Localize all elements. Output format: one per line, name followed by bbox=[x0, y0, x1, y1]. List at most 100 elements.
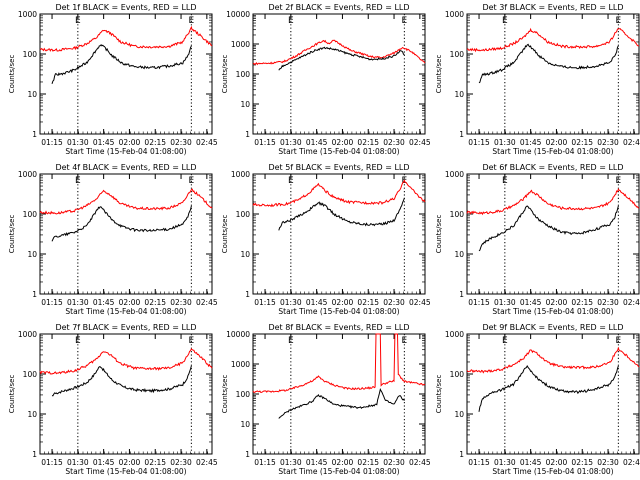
x-tick-label: 01:45 bbox=[520, 138, 542, 147]
x-axis-label: Start Time (15-Feb-04 01:08:00) bbox=[65, 147, 186, 156]
x-tick-label: 01:45 bbox=[306, 298, 328, 307]
events-series-line bbox=[51, 365, 192, 397]
x-tick-label: 01:30 bbox=[494, 298, 516, 307]
x-tick-label: 01:15 bbox=[468, 458, 490, 467]
panel-title: Det 4f BLACK = Events, RED = LLD bbox=[55, 163, 196, 172]
x-tick-label: 02:45 bbox=[409, 458, 431, 467]
lld-series-line bbox=[466, 188, 640, 216]
x-tick-label: 02:15 bbox=[144, 298, 166, 307]
plot-frame bbox=[39, 333, 213, 455]
x-tick-label: 01:15 bbox=[254, 458, 276, 467]
events-series-line bbox=[478, 365, 619, 412]
y-tick-label: 100 bbox=[23, 370, 38, 379]
y-tick-label: 1000 bbox=[445, 330, 464, 339]
x-axis-label: Start Time (15-Feb-04 01:08:00) bbox=[492, 147, 613, 156]
panel-det-1f: Det 1f BLACK = Events, RED = LLD 1 10 100 10… bbox=[8, 3, 218, 156]
x-tick-label: 02:30 bbox=[383, 138, 405, 147]
x-tick-label: 02:45 bbox=[623, 138, 640, 147]
time-marker-label: E bbox=[402, 16, 408, 26]
lld-series-line bbox=[39, 348, 213, 375]
x-tick-label: 01:30 bbox=[280, 138, 302, 147]
x-tick-label: 02:30 bbox=[170, 138, 192, 147]
x-tick-label: 02:45 bbox=[196, 298, 218, 307]
lld-series-line bbox=[466, 27, 640, 53]
x-tick-label: 02:15 bbox=[144, 138, 166, 147]
x-tick-label: 02:30 bbox=[597, 138, 619, 147]
x-tick-label: 02:00 bbox=[546, 458, 568, 467]
time-marker-label: E bbox=[189, 336, 195, 346]
events-series-line bbox=[478, 205, 619, 252]
panel-det-6f: Det 6f BLACK = Events, RED = LLD 1 10 100 10… bbox=[435, 163, 640, 316]
y-tick-label: 1 bbox=[459, 290, 464, 299]
y-axis-label: Counts/sec bbox=[435, 375, 443, 414]
y-tick-label: 10 bbox=[454, 90, 464, 99]
y-tick-label: 1 bbox=[245, 130, 250, 139]
y-tick-label: 100 bbox=[236, 390, 251, 399]
y-tick-label: 1 bbox=[32, 450, 37, 459]
time-marker-label: E bbox=[75, 176, 81, 186]
y-axis-label: Counts/sec bbox=[8, 375, 16, 414]
plot-frame bbox=[466, 333, 640, 455]
events-series-line bbox=[278, 46, 405, 71]
time-marker-label: E bbox=[288, 16, 294, 26]
y-tick-label: 1 bbox=[459, 450, 464, 459]
x-tick-label: 01:45 bbox=[520, 458, 542, 467]
y-tick-label: 10 bbox=[240, 250, 250, 259]
y-tick-label: 10 bbox=[240, 420, 250, 429]
lld-series-line bbox=[252, 179, 426, 208]
x-tick-label: 02:00 bbox=[332, 138, 354, 147]
x-tick-label: 01:15 bbox=[254, 298, 276, 307]
x-tick-label: 01:45 bbox=[93, 298, 115, 307]
y-axis-label: Counts/sec bbox=[435, 55, 443, 94]
panel-title: Det 5f BLACK = Events, RED = LLD bbox=[268, 163, 409, 172]
x-tick-label: 01:30 bbox=[494, 138, 516, 147]
panel-title: Det 3f BLACK = Events, RED = LLD bbox=[482, 3, 623, 12]
events-series-line bbox=[51, 44, 192, 84]
y-axis-label: Counts/sec bbox=[8, 55, 16, 94]
y-axis-label: Counts/sec bbox=[8, 215, 16, 254]
time-marker-label: E bbox=[616, 16, 622, 26]
x-tick-label: 02:30 bbox=[383, 458, 405, 467]
x-tick-label: 01:45 bbox=[93, 458, 115, 467]
y-axis-label: Counts/sec bbox=[221, 55, 229, 94]
x-tick-label: 02:45 bbox=[623, 298, 640, 307]
x-tick-label: 02:45 bbox=[623, 458, 640, 467]
y-tick-label: 100 bbox=[236, 210, 251, 219]
y-tick-label: 100 bbox=[23, 210, 38, 219]
x-tick-label: 02:30 bbox=[597, 458, 619, 467]
y-tick-label: 1 bbox=[459, 130, 464, 139]
x-tick-label: 02:15 bbox=[571, 458, 593, 467]
plot-frame bbox=[466, 173, 640, 295]
x-tick-label: 01:30 bbox=[280, 458, 302, 467]
panel-det-3f: Det 3f BLACK = Events, RED = LLD 1 10 100 10… bbox=[435, 3, 640, 156]
y-tick-label: 1000 bbox=[18, 170, 37, 179]
lld-series-line bbox=[39, 25, 213, 52]
y-tick-label: 10000 bbox=[226, 330, 250, 339]
events-series-line bbox=[278, 197, 405, 231]
x-tick-label: 02:00 bbox=[332, 458, 354, 467]
y-axis-label: Counts/sec bbox=[435, 215, 443, 254]
y-tick-label: 100 bbox=[450, 210, 465, 219]
y-tick-label: 100 bbox=[450, 50, 465, 59]
x-tick-label: 02:00 bbox=[119, 138, 141, 147]
x-axis-label: Start Time (15-Feb-04 01:08:00) bbox=[278, 307, 399, 316]
y-tick-label: 10000 bbox=[226, 10, 250, 19]
y-tick-label: 1 bbox=[32, 290, 37, 299]
lld-series-line bbox=[252, 39, 426, 66]
x-tick-label: 02:15 bbox=[571, 138, 593, 147]
time-marker-label: E bbox=[75, 16, 81, 26]
y-tick-label: 10 bbox=[454, 410, 464, 419]
panel-title: Det 6f BLACK = Events, RED = LLD bbox=[482, 163, 623, 172]
x-tick-label: 01:15 bbox=[41, 138, 63, 147]
y-tick-label: 1 bbox=[32, 130, 37, 139]
panel-title: Det 1f BLACK = Events, RED = LLD bbox=[55, 3, 196, 12]
y-tick-label: 1 bbox=[245, 450, 250, 459]
y-axis-label: Counts/sec bbox=[221, 215, 229, 254]
lld-series-line bbox=[252, 333, 426, 393]
y-tick-label: 100 bbox=[23, 50, 38, 59]
time-marker-label: E bbox=[288, 176, 294, 186]
x-tick-label: 01:15 bbox=[468, 138, 490, 147]
time-marker-label: E bbox=[616, 176, 622, 186]
plot-frame bbox=[252, 333, 426, 455]
